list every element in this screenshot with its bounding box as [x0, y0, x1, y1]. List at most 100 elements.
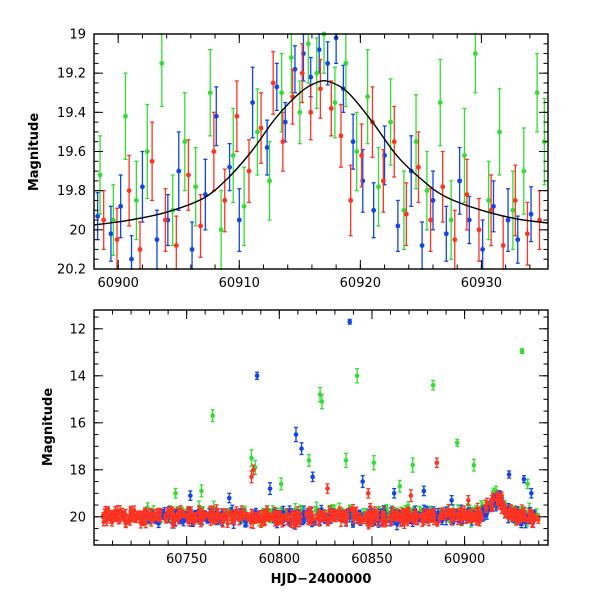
data-point	[305, 41, 311, 47]
data-point	[140, 184, 145, 190]
data-point	[289, 521, 294, 527]
data-point	[416, 164, 421, 170]
top-panel-frame	[93, 33, 549, 270]
data-point	[193, 514, 198, 520]
data-point	[328, 106, 334, 111]
data-point	[250, 100, 255, 105]
data-point	[477, 519, 482, 524]
data-point	[234, 508, 239, 513]
data-point	[118, 203, 124, 209]
data-point	[306, 458, 312, 463]
data-point	[448, 217, 454, 223]
data-point	[371, 207, 377, 213]
data-point	[341, 513, 346, 518]
data-point	[279, 90, 285, 96]
data-point	[218, 227, 224, 233]
data-point	[388, 119, 394, 125]
series	[95, 33, 534, 270]
data-point	[486, 198, 492, 203]
y-tick-label: 19.4	[57, 106, 86, 121]
data-point	[176, 168, 182, 174]
data-point	[280, 139, 286, 145]
data-point	[359, 153, 364, 158]
top-panel-data-points	[95, 31, 547, 270]
data-point	[462, 153, 467, 158]
data-point	[255, 129, 260, 135]
y-tick-label: 19	[69, 28, 86, 43]
data-point	[327, 508, 332, 513]
data-point	[159, 60, 165, 66]
data-point	[413, 139, 419, 145]
data-point	[361, 516, 366, 522]
data-point	[343, 60, 349, 66]
data-point	[289, 513, 294, 519]
data-point	[123, 521, 129, 526]
data-point	[249, 455, 254, 461]
data-point	[287, 508, 292, 513]
data-point	[397, 483, 403, 489]
data-point	[179, 512, 184, 517]
data-point	[338, 133, 344, 139]
data-point	[415, 516, 420, 521]
x-tick-label: 60910	[219, 276, 260, 291]
data-point	[267, 486, 273, 491]
data-point	[488, 207, 494, 213]
data-point	[319, 399, 325, 404]
data-point	[491, 203, 496, 209]
data-point	[129, 256, 134, 262]
data-point	[211, 149, 217, 154]
data-point	[292, 66, 298, 72]
data-point	[197, 509, 202, 514]
data-point	[395, 223, 401, 229]
series	[97, 31, 547, 270]
data-point	[282, 119, 288, 125]
x-tick-label: 60930	[461, 276, 502, 291]
data-point	[471, 462, 477, 468]
data-point	[236, 217, 242, 223]
data-point	[500, 243, 506, 248]
data-point	[451, 513, 456, 519]
data-point	[403, 211, 409, 217]
data-point	[207, 90, 213, 96]
data-point	[350, 508, 356, 513]
x-tick-label: 60900	[98, 276, 139, 291]
data-point	[521, 476, 527, 482]
data-point	[232, 519, 237, 524]
data-point	[173, 243, 179, 248]
data-point	[455, 516, 460, 521]
data-point	[443, 231, 449, 237]
data-point	[222, 198, 228, 203]
data-point	[322, 513, 327, 518]
data-point	[230, 153, 236, 158]
data-point	[343, 458, 349, 463]
data-point	[528, 211, 534, 217]
data-point	[193, 184, 199, 190]
data-point	[182, 139, 188, 145]
data-point	[402, 512, 407, 517]
data-point	[241, 203, 247, 209]
data-point	[510, 207, 516, 213]
data-point	[337, 515, 342, 520]
data-point	[219, 514, 224, 520]
data-point	[391, 491, 397, 496]
data-point	[297, 109, 303, 115]
data-point	[354, 149, 360, 154]
data-point	[525, 231, 530, 237]
data-point	[319, 514, 324, 519]
data-point	[293, 518, 298, 523]
data-point	[332, 100, 338, 105]
data-point	[424, 188, 430, 194]
data-point	[101, 217, 107, 223]
data-point	[348, 198, 354, 203]
data-point	[188, 493, 193, 498]
data-point	[480, 247, 486, 252]
data-point	[226, 495, 232, 501]
data-point	[246, 168, 252, 174]
data-point	[165, 509, 170, 514]
data-point	[452, 237, 458, 243]
data-point	[213, 113, 219, 119]
data-point	[198, 520, 203, 525]
data-point	[264, 145, 270, 150]
data-point	[316, 47, 322, 53]
